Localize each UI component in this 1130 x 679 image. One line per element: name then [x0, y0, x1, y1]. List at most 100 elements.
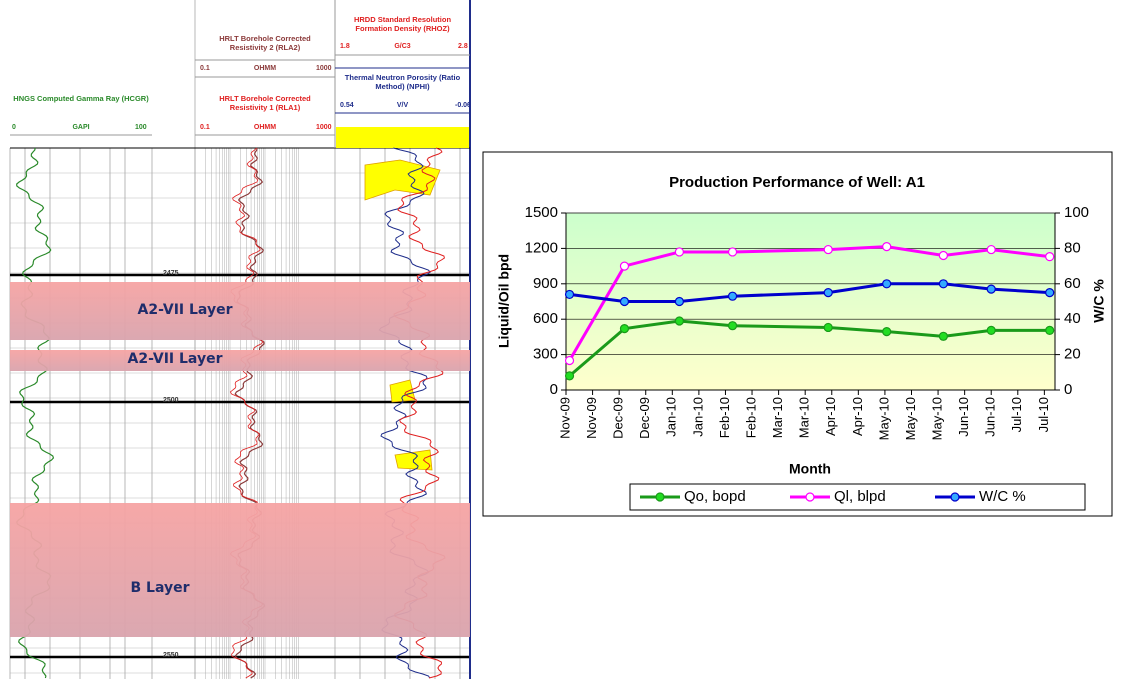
x-tick-label: Mar-10	[797, 397, 812, 438]
data-point	[674, 296, 684, 307]
data-point	[564, 371, 575, 381]
series-line	[568, 245, 1050, 362]
y2-tick-label: 40	[1064, 310, 1081, 327]
y-tick-label: 300	[533, 346, 558, 363]
legend-marker	[950, 492, 960, 502]
x-tick-label: Nov-09	[584, 397, 599, 439]
scale-unit: OHMM	[253, 65, 277, 72]
x-tick-label: Nov-09	[557, 397, 572, 439]
data-point	[823, 322, 833, 333]
y-axis-title: Liquid/Oil bpd	[496, 254, 512, 348]
scale-right: 1000	[316, 124, 332, 131]
fill-legend	[336, 127, 469, 148]
y2-tick-label: 60	[1064, 275, 1081, 292]
scale-unit: G/C3	[394, 43, 411, 50]
series-line	[568, 319, 1050, 377]
x-tick-label: Jan-10	[664, 397, 679, 437]
x-tick-label: Jun-10	[956, 397, 971, 437]
scale-left: 0.54	[340, 102, 354, 109]
scale-right: 100	[135, 124, 147, 131]
data-point	[823, 244, 833, 255]
scale-left: 0.1	[200, 65, 210, 72]
data-point	[619, 324, 630, 334]
y-tick-label: 900	[533, 275, 558, 292]
legend-label: W/C %	[979, 488, 1026, 505]
data-point	[1045, 252, 1055, 262]
data-point	[727, 321, 738, 331]
chart-title: Production Performance of Well: A1	[669, 174, 925, 191]
x-tick-label: Jul-10	[1036, 397, 1051, 432]
layer-band	[10, 282, 470, 340]
data-point	[619, 296, 630, 307]
y2-tick-label: 80	[1064, 239, 1081, 256]
data-point	[727, 291, 738, 301]
data-point	[986, 244, 996, 255]
y-tick-label: 1500	[525, 204, 558, 221]
track-title: HRLT Borehole Corrected Resistivity 2 (R…	[219, 34, 311, 52]
track-title: HNGS Computed Gamma Ray (HCGR)	[13, 94, 149, 103]
data-point	[882, 242, 892, 252]
data-point	[564, 355, 575, 366]
depth-label: 2500	[163, 397, 179, 404]
x-tick-label: May-10	[876, 397, 891, 440]
layer-label: A2-VII Layer	[127, 351, 223, 367]
porosity-fill	[364, 159, 441, 471]
data-point	[564, 289, 575, 300]
x-axis-title: Month	[789, 461, 831, 477]
data-point	[986, 325, 996, 336]
track-title: Thermal Neutron Porosity (Ratio Method) …	[344, 73, 461, 91]
data-point	[938, 331, 948, 341]
legend-marker	[805, 492, 815, 502]
chart-frame	[482, 151, 1113, 517]
track-title: HRLT Borehole Corrected Resistivity 1 (R…	[219, 94, 311, 112]
data-point	[823, 288, 833, 298]
x-tick-label: Apr-10	[823, 397, 838, 436]
x-tick-label: May-10	[930, 397, 945, 440]
layer-band	[10, 350, 470, 371]
legend-label: Qo, bopd	[684, 488, 746, 505]
data-point	[938, 250, 948, 261]
legend-label: Ql, blpd	[834, 488, 886, 505]
data-point	[674, 247, 684, 257]
data-point	[674, 316, 684, 326]
plot-area	[565, 212, 1056, 391]
layer-band	[10, 503, 470, 637]
layer-label: B Layer	[130, 580, 190, 596]
x-tick-label: Dec-09	[611, 397, 626, 439]
data-point	[938, 279, 948, 289]
y2-tick-label: 20	[1064, 346, 1081, 363]
scale-unit: V/V	[396, 102, 409, 109]
well-log	[9, 0, 471, 679]
y2-axis-title: W/C %	[1091, 279, 1107, 323]
x-tick-label: Feb-10	[743, 397, 758, 438]
x-tick-label: Dec-09	[637, 397, 652, 439]
data-point	[619, 261, 630, 271]
x-tick-label: May-10	[903, 397, 918, 440]
depth-label: 2550	[163, 652, 179, 659]
x-tick-label: Feb-10	[717, 397, 732, 438]
y-tick-label: 600	[533, 310, 558, 327]
x-tick-label: Jun-10	[983, 397, 998, 437]
track-title: HRDD Standard Resolution Formation Densi…	[353, 15, 452, 33]
scale-right: -0.06	[455, 102, 471, 109]
series-line	[569, 282, 1050, 303]
x-tick-label: Jan-10	[690, 397, 705, 437]
y-tick-label: 1200	[525, 239, 558, 256]
legend	[629, 483, 1086, 511]
y2-tick-label: 100	[1064, 204, 1089, 221]
y-tick-label: 0	[550, 381, 558, 398]
scale-left: 0.1	[200, 124, 210, 131]
x-tick-label: Mar-10	[770, 397, 785, 438]
x-tick-label: Apr-10	[850, 397, 865, 436]
scale-left: 1.8	[340, 43, 350, 50]
data-point	[986, 284, 996, 294]
data-point	[1045, 325, 1055, 336]
data-point	[1045, 288, 1055, 298]
scale-right: 2.8	[458, 43, 468, 50]
layer-label: A2-VII Layer	[137, 302, 233, 318]
data-point	[882, 326, 892, 337]
scale-unit: GAPI	[72, 124, 90, 131]
data-point	[882, 279, 892, 289]
depth-label: 2475	[163, 270, 179, 277]
